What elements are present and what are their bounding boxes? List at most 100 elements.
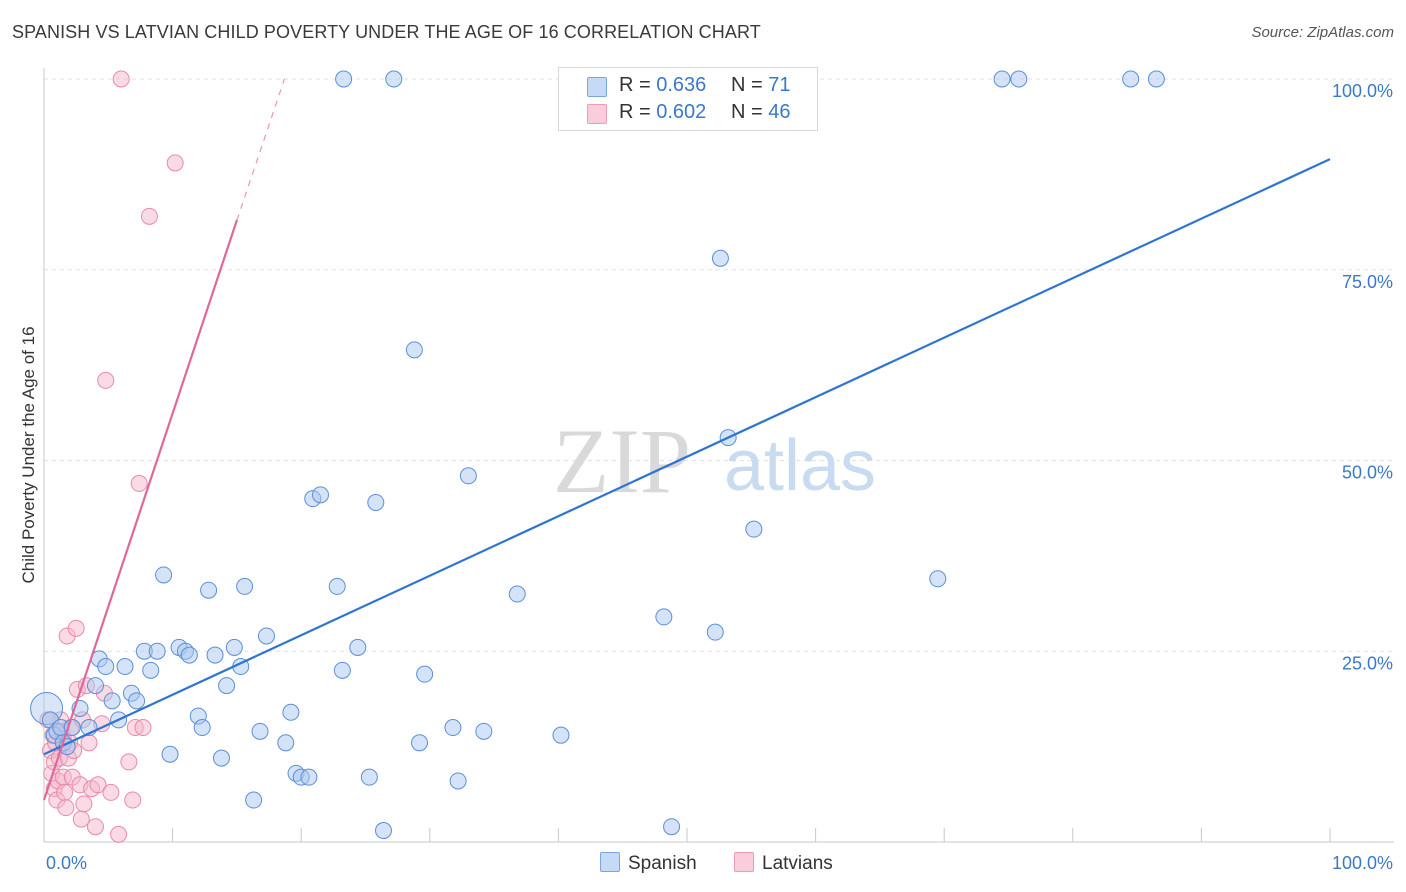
spanish-point <box>335 70 353 88</box>
source-label: Source: ZipAtlas.com <box>1251 24 1394 41</box>
chart-title: SPANISH VS LATVIAN CHILD POVERTY UNDER T… <box>12 22 761 42</box>
latvian-point <box>97 371 115 389</box>
latvian-point <box>166 154 184 172</box>
spanish-point <box>416 665 434 683</box>
trend-lines <box>42 78 1331 801</box>
latvian-point <box>57 799 75 817</box>
latvian-r-value: 0.602 <box>656 101 707 123</box>
spanish-point <box>449 772 467 790</box>
latvian-legend-swatch <box>734 852 754 872</box>
latvian-point <box>86 818 104 836</box>
latvian-point <box>112 70 130 88</box>
watermark: ZIP atlas <box>553 410 876 512</box>
spanish-point <box>200 581 218 599</box>
spanish-point <box>257 627 275 645</box>
spanish-point <box>333 661 351 679</box>
spanish-point <box>180 646 198 664</box>
spanish-point <box>251 722 269 740</box>
spanish-point <box>663 818 681 836</box>
spanish-point <box>1122 70 1140 88</box>
latvian-point <box>72 810 90 828</box>
spanish-n-value: 71 <box>768 74 791 96</box>
latvian-point <box>89 776 107 794</box>
spanish-point <box>385 70 403 88</box>
spanish-legend-label: Spanish <box>628 853 697 874</box>
spanish-point <box>375 822 393 840</box>
spanish-point <box>218 677 236 695</box>
grid-lines <box>44 78 1394 652</box>
latvian-n-value: 46 <box>768 101 791 123</box>
latvian-point <box>140 207 158 225</box>
spanish-point <box>360 768 378 786</box>
latvian-point <box>130 474 148 492</box>
spanish-point <box>155 566 173 584</box>
spanish-point <box>349 638 367 656</box>
spanish-point <box>300 768 318 786</box>
latvian-r-label: R = <box>619 101 651 123</box>
latvian-point <box>110 825 128 843</box>
watermark-atlas: atlas <box>724 426 876 506</box>
latvian-legend-label: Latvians <box>762 853 833 874</box>
spanish-points <box>30 70 1165 840</box>
spanish-point <box>193 719 211 737</box>
spanish-point <box>444 719 462 737</box>
spanish-r-label: R = <box>619 74 651 96</box>
watermark-zip: ZIP <box>553 410 691 512</box>
spanish-point <box>86 677 104 695</box>
spanish-point <box>103 692 121 710</box>
spanish-point <box>655 608 673 626</box>
spanish-point <box>508 585 526 603</box>
spanish-point <box>212 749 230 767</box>
latvian-trend-extension <box>236 78 286 221</box>
spanish-point <box>206 646 224 664</box>
spanish-legend-swatch <box>600 852 620 872</box>
series-legend: Spanish Latvians <box>0 852 1406 878</box>
correlation-legend: R = 0.636 N = 71 R = 0.602 N = 46 <box>558 67 818 131</box>
y-tick-label: 50.0% <box>1342 463 1393 483</box>
latvian-n-label: N = <box>731 101 763 123</box>
spanish-point <box>311 486 329 504</box>
spanish-point <box>116 658 134 676</box>
spanish-point <box>277 734 295 752</box>
y-tick-label: 100.0% <box>1332 81 1393 101</box>
y-axis-title: Child Poverty Under the Age of 16 <box>19 326 38 583</box>
spanish-point <box>745 520 763 538</box>
spanish-point <box>711 249 729 267</box>
spanish-point <box>245 791 263 809</box>
legend-item-spanish[interactable]: Spanish <box>600 852 697 875</box>
spanish-point <box>148 642 166 660</box>
y-tick-label: 25.0% <box>1342 653 1393 673</box>
latvian-point <box>56 783 74 801</box>
spanish-point <box>411 734 429 752</box>
spanish-n-label: N = <box>731 74 763 96</box>
x-tick-label-min: 0.0% <box>46 853 87 873</box>
spanish-point <box>475 722 493 740</box>
spanish-point <box>236 577 254 595</box>
latvian-point <box>124 791 142 809</box>
latvian-point <box>75 795 93 813</box>
spanish-point <box>993 70 1011 88</box>
spanish-trend-line <box>43 158 1331 756</box>
axes <box>43 68 1394 843</box>
spanish-swatch <box>587 77 607 97</box>
spanish-point <box>405 341 423 359</box>
x-tick-label-max: 100.0% <box>1332 853 1393 873</box>
spanish-point <box>459 467 477 485</box>
spanish-point <box>706 623 724 641</box>
latvian-trend-line <box>42 219 238 801</box>
spanish-point <box>552 726 570 744</box>
spanish-point <box>1147 70 1165 88</box>
spanish-point <box>161 745 179 763</box>
spanish-point <box>225 638 243 656</box>
spanish-r-value: 0.636 <box>656 74 707 96</box>
spanish-point <box>367 493 385 511</box>
spanish-point <box>328 577 346 595</box>
spanish-point <box>1010 70 1028 88</box>
spanish-point <box>128 692 146 710</box>
spanish-point <box>929 570 947 588</box>
spanish-point <box>142 661 160 679</box>
latvian-swatch <box>587 104 607 124</box>
latvian-point <box>67 619 85 637</box>
legend-item-latvians[interactable]: Latvians <box>734 852 833 875</box>
